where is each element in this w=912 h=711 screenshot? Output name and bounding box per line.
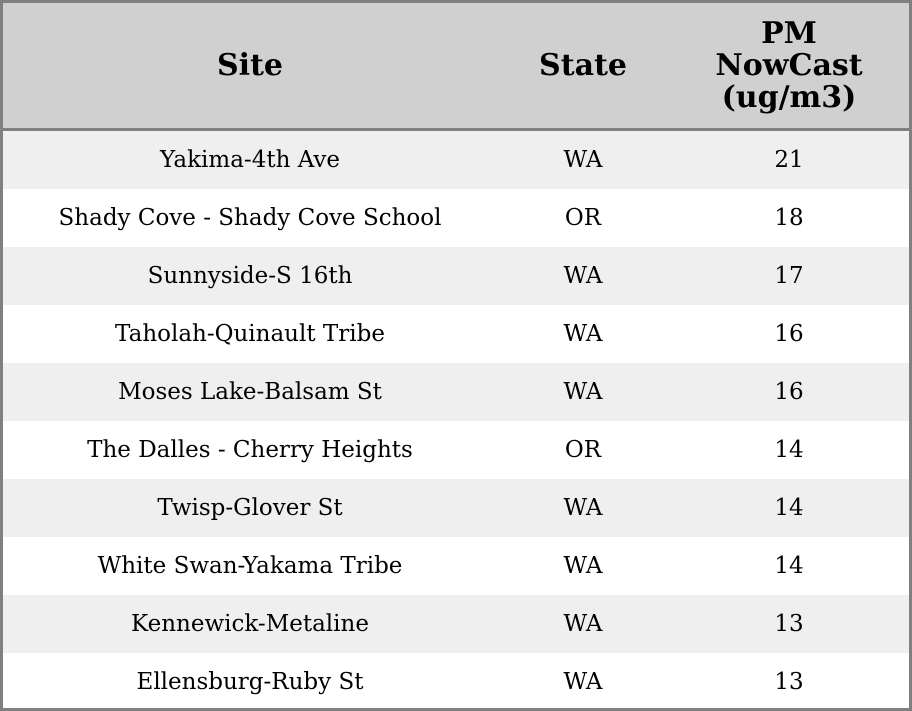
header-site-label: Site <box>216 47 283 83</box>
site-cell: The Dalles - Cherry Heights <box>3 421 497 479</box>
table-row: Yakima-4th Ave WA 21 <box>3 129 909 189</box>
pm-cell: 18 <box>669 189 909 247</box>
pm-nowcast-table: Site State PM NowCast (ug/m3) Yakima-4th… <box>3 3 909 708</box>
table-row: Sunnyside-S 16th WA 17 <box>3 247 909 305</box>
site-cell: Shady Cove - Shady Cove School <box>3 189 497 247</box>
pm-cell: 13 <box>669 595 909 653</box>
header-state-label: State <box>539 47 627 83</box>
table-row: White Swan-Yakama Tribe WA 14 <box>3 537 909 595</box>
header-pm-line: NowCast <box>715 47 863 83</box>
pm-cell: 14 <box>669 479 909 537</box>
state-cell: WA <box>497 595 669 653</box>
table-row: Shady Cove - Shady Cove School OR 18 <box>3 189 909 247</box>
site-cell: Twisp-Glover St <box>3 479 497 537</box>
site-cell: Sunnyside-S 16th <box>3 247 497 305</box>
header-state: State <box>497 3 669 131</box>
header-site: Site <box>3 3 497 131</box>
state-cell: WA <box>497 537 669 595</box>
table-row: The Dalles - Cherry Heights OR 14 <box>3 421 909 479</box>
header-row: Site State PM NowCast (ug/m3) <box>3 3 909 131</box>
header-pm-line: PM <box>761 15 817 51</box>
state-cell: WA <box>497 247 669 305</box>
site-cell: Yakima-4th Ave <box>3 129 497 189</box>
site-cell: White Swan-Yakama Tribe <box>3 537 497 595</box>
pm-cell: 14 <box>669 421 909 479</box>
table-row: Twisp-Glover St WA 14 <box>3 479 909 537</box>
state-cell: OR <box>497 189 669 247</box>
pm-cell: 16 <box>669 363 909 421</box>
table-row: Moses Lake-Balsam St WA 16 <box>3 363 909 421</box>
state-cell: WA <box>497 479 669 537</box>
pm-cell: 17 <box>669 247 909 305</box>
pm-cell: 13 <box>669 653 909 708</box>
site-cell: Moses Lake-Balsam St <box>3 363 497 421</box>
table-row: Taholah-Quinault Tribe WA 16 <box>3 305 909 363</box>
pm-cell: 14 <box>669 537 909 595</box>
header-pm-line: (ug/m3) <box>721 79 857 115</box>
pm-cell: 21 <box>669 129 909 189</box>
state-cell: WA <box>497 305 669 363</box>
site-cell: Kennewick-Metaline <box>3 595 497 653</box>
state-cell: WA <box>497 129 669 189</box>
site-cell: Taholah-Quinault Tribe <box>3 305 497 363</box>
state-cell: WA <box>497 653 669 708</box>
header-pm: PM NowCast (ug/m3) <box>669 3 909 131</box>
state-cell: OR <box>497 421 669 479</box>
pm-cell: 16 <box>669 305 909 363</box>
site-cell: Ellensburg-Ruby St <box>3 653 497 708</box>
table-row: Kennewick-Metaline WA 13 <box>3 595 909 653</box>
state-cell: WA <box>497 363 669 421</box>
table-row: Ellensburg-Ruby St WA 13 <box>3 653 909 708</box>
